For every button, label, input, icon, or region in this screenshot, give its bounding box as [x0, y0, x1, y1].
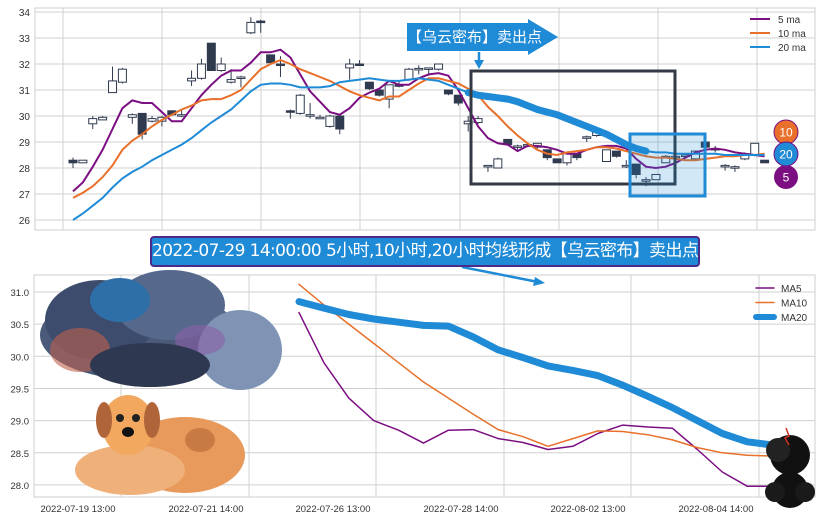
legend-label: 5 ma: [778, 15, 801, 26]
y-tick-label: 30.0: [11, 352, 30, 363]
y-tick-label: 28.5: [11, 449, 30, 460]
candle-up: [582, 136, 592, 139]
series-line-10-ma: [72, 59, 765, 199]
main-annotation-banner: 2022-07-29 14:00:00 5小时,10小时,20小时均线形成【乌云…: [150, 236, 700, 267]
candle-up: [414, 67, 424, 71]
candle-up: [127, 114, 137, 118]
top-annotation-banner: 【乌云密布】卖出点: [407, 23, 542, 51]
candle-up: [305, 114, 315, 117]
candle-up: [720, 164, 730, 168]
x-tick-label: 2022-07-19 13:00: [40, 504, 115, 515]
candle-down: [631, 163, 641, 176]
candle-up: [147, 118, 157, 122]
candle-down: [256, 20, 266, 24]
candle-down: [611, 150, 621, 157]
y-tick-label: 32: [19, 60, 31, 71]
candle-down: [206, 42, 216, 71]
candle-down: [364, 81, 374, 90]
badge-20: 20: [773, 141, 799, 167]
candle-up: [315, 116, 325, 120]
candle-up: [404, 68, 414, 81]
candle-down: [443, 89, 453, 95]
y-tick-label: 31.0: [11, 288, 30, 299]
y-tick-label: 29.5: [11, 384, 30, 395]
candle-down: [355, 63, 365, 66]
cloud-cover-box: [469, 69, 677, 186]
x-tick-label: 2022-07-26 13:00: [295, 504, 370, 515]
candle-up: [730, 166, 740, 169]
x-tick-label: 2022-07-28 14:00: [423, 504, 498, 515]
candle-up: [88, 118, 98, 125]
candle-down: [285, 110, 295, 113]
dog-illustration: [75, 395, 245, 495]
y-tick-label: 28: [19, 164, 31, 175]
candle-up: [117, 68, 127, 83]
candle-up: [750, 142, 760, 156]
candle-up: [493, 158, 503, 169]
candle-up: [384, 84, 394, 100]
candle-down: [552, 158, 562, 164]
pointer-arrow-icon: [461, 265, 545, 286]
candle-down: [275, 63, 285, 66]
badge-label: 20: [779, 148, 793, 162]
candle-up: [602, 149, 612, 163]
legend-label: MA5: [781, 284, 802, 295]
series-line-MA10: [298, 283, 773, 457]
y-tick-label: 33: [19, 34, 31, 45]
candle-up: [641, 179, 651, 182]
candle-up: [196, 63, 206, 79]
candle-down: [68, 159, 78, 164]
candle-up: [108, 80, 118, 94]
x-tick-label: 2022-07-21 14:00: [168, 504, 243, 515]
sell-point-box: [628, 132, 707, 198]
storm-cloud-illustration: [40, 270, 282, 390]
candle-up: [246, 21, 256, 34]
y-tick-label: 31: [19, 86, 31, 97]
candle-up: [187, 77, 197, 82]
candle-up: [98, 116, 108, 121]
y-tick-label: 30.5: [11, 320, 30, 331]
down-arrow-icon: [474, 52, 484, 69]
candle-up: [651, 174, 661, 181]
decorations: 10 5 20: [40, 19, 815, 508]
candle-up: [424, 67, 434, 70]
candle-up: [562, 153, 572, 164]
candle-down: [374, 89, 384, 96]
candle-down: [266, 54, 276, 64]
candle-up: [236, 76, 246, 79]
legend-label: 20 ma: [778, 43, 806, 54]
x-tick-label: 2022-08-02 13:00: [550, 504, 625, 515]
candle-down: [760, 159, 770, 164]
candle-down: [335, 115, 345, 130]
ma20-highlight-line: [464, 89, 650, 155]
y-tick-label: 30: [19, 112, 31, 123]
badge-label: 10: [779, 126, 793, 140]
y-tick-label: 29: [19, 138, 31, 149]
badge-5: 5: [774, 165, 798, 189]
x-tick-label: 2022-08-04 14:00: [678, 504, 753, 515]
candle-up: [345, 63, 355, 69]
y-tick-label: 34: [19, 8, 31, 19]
banner-arrow-head: [528, 19, 558, 55]
badge-label: 5: [783, 171, 790, 185]
candle-up: [513, 145, 523, 148]
y-tick-label: 27: [19, 190, 31, 201]
candle-up: [434, 63, 444, 70]
series-line-MA20: [295, 298, 776, 449]
candle-up: [661, 155, 671, 164]
legend-label: MA10: [781, 299, 808, 310]
y-tick-label: 26: [19, 216, 31, 227]
candle-up: [325, 115, 335, 127]
legend-label: MA20: [781, 313, 808, 324]
candle-up: [483, 164, 493, 168]
candle-up: [216, 63, 226, 71]
y-tick-label: 28.0: [11, 481, 30, 492]
candle-up: [226, 79, 236, 83]
legend-label: 10 ma: [778, 29, 806, 40]
y-tick-label: 29.0: [11, 417, 30, 428]
black-cloud-icon: [765, 427, 815, 508]
candle-up: [295, 94, 305, 114]
badge-10: 10: [773, 119, 799, 145]
candle-up: [78, 159, 88, 164]
